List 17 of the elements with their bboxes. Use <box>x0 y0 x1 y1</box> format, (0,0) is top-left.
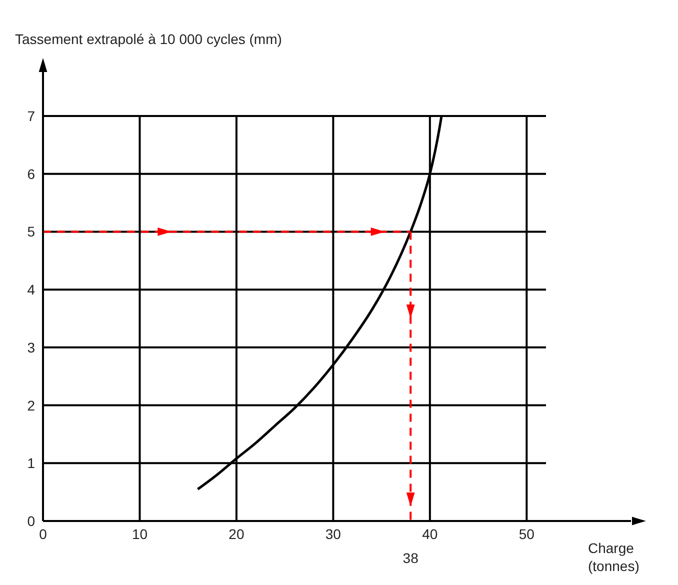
y-tick-label: 6 <box>27 166 36 182</box>
x-tick-label: 0 <box>39 526 48 542</box>
y-tick-label: 1 <box>27 455 36 472</box>
y-tick-label: 3 <box>27 339 36 356</box>
x-tick-label: 20 <box>228 526 244 542</box>
y-tick-label: 4 <box>27 282 36 298</box>
x-tick-label: 50 <box>518 526 535 542</box>
annotation: 38 <box>402 550 419 566</box>
y-axis-title: Tassement extrapolé à 10 000 cycles (mm) <box>15 31 282 47</box>
y-tick-label: 5 <box>27 224 36 240</box>
x-tick-label: 40 <box>422 526 438 542</box>
y-tick-label: 0 <box>27 512 36 529</box>
x-tick-label: 10 <box>132 526 148 542</box>
x-tick-label: 30 <box>325 526 342 542</box>
y-tick-label: 2 <box>27 397 36 414</box>
x-axis-title: Charge (tonnes) <box>588 540 640 574</box>
y-tick-label: 7 <box>27 108 36 124</box>
